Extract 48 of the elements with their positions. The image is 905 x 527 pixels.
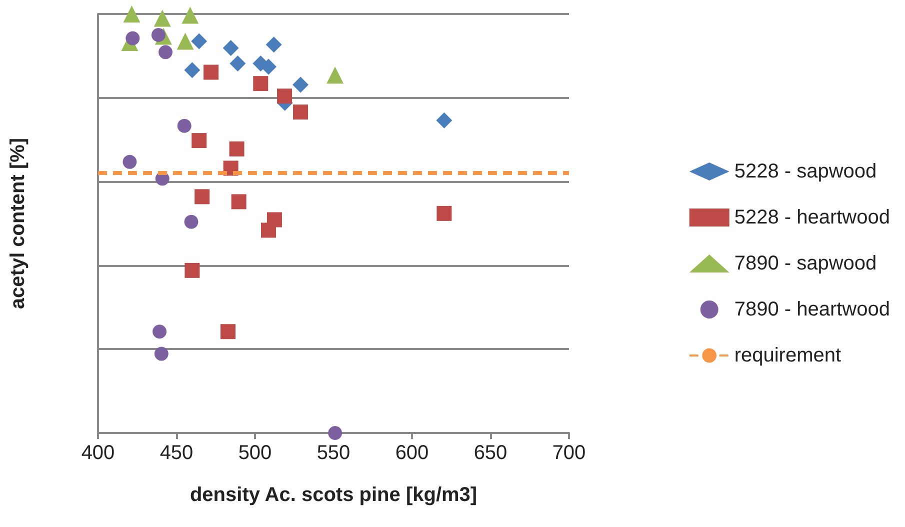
x-tick-label: 550 — [316, 442, 350, 464]
y-axis-title: acetyl content [%] — [7, 138, 29, 310]
point — [328, 426, 342, 440]
point — [192, 133, 207, 148]
point — [184, 262, 200, 278]
point — [152, 324, 167, 339]
legend-label: 7890 - sapwood — [734, 252, 877, 274]
x-tick-label: 400 — [81, 442, 115, 464]
point — [222, 40, 239, 56]
point — [231, 194, 246, 210]
point — [266, 36, 282, 53]
point — [182, 6, 199, 24]
point — [191, 33, 208, 50]
point — [293, 104, 308, 120]
point — [184, 214, 198, 229]
x-tick-label: 450 — [160, 442, 194, 464]
point — [126, 31, 140, 46]
point — [436, 112, 452, 128]
x-tick-label: 500 — [238, 442, 272, 464]
point — [194, 189, 210, 204]
x-axis-title: density Ac. scots pine [kg/m3] — [190, 484, 478, 506]
point — [204, 64, 219, 80]
legend-label: 7890 - heartwood — [734, 298, 890, 320]
point — [253, 76, 268, 92]
point — [292, 76, 309, 93]
point — [151, 28, 166, 42]
legend-label: 5228 - sapwood — [734, 160, 877, 182]
x-tick-label: 650 — [474, 442, 508, 464]
point — [122, 154, 137, 169]
point — [154, 346, 168, 361]
point — [176, 32, 194, 50]
point — [123, 6, 140, 22]
legend-label: 5228 - heartwood — [734, 206, 890, 228]
point — [229, 141, 244, 156]
x-tick-label: 700 — [552, 442, 586, 464]
point — [326, 66, 344, 84]
point — [436, 206, 452, 221]
point — [177, 118, 192, 133]
point — [184, 62, 200, 78]
point — [158, 45, 173, 60]
point — [230, 55, 246, 72]
legend-label: requirement — [734, 344, 842, 366]
point — [261, 222, 276, 238]
point — [260, 58, 276, 75]
x-tick-label: 600 — [395, 442, 429, 464]
point — [220, 324, 236, 340]
point — [154, 10, 171, 27]
point — [277, 88, 292, 104]
